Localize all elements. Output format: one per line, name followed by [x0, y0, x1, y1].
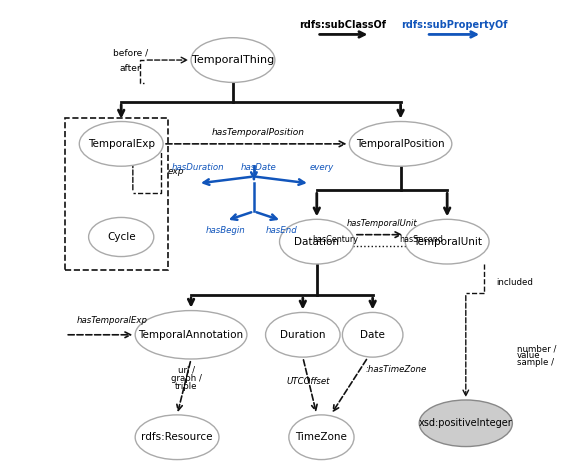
- Ellipse shape: [342, 312, 403, 357]
- Ellipse shape: [89, 218, 154, 256]
- Ellipse shape: [135, 415, 219, 460]
- Text: rdfs:subPropertyOf: rdfs:subPropertyOf: [401, 20, 507, 30]
- Text: hasTemporalUnit: hasTemporalUnit: [347, 219, 417, 228]
- Ellipse shape: [419, 400, 512, 447]
- Text: rdfs:subClassOf: rdfs:subClassOf: [299, 20, 386, 30]
- Text: TimeZone: TimeZone: [295, 432, 348, 442]
- Text: hasDuration: hasDuration: [172, 163, 224, 172]
- Text: Duration: Duration: [280, 330, 326, 340]
- Text: every: every: [309, 163, 333, 172]
- Ellipse shape: [279, 219, 354, 264]
- Ellipse shape: [191, 38, 275, 82]
- Text: xsd:positiveInteger: xsd:positiveInteger: [419, 418, 512, 428]
- Text: number /: number /: [517, 344, 556, 353]
- Text: hasTemporalExp: hasTemporalExp: [76, 316, 147, 325]
- Text: hasEnd: hasEnd: [266, 226, 298, 235]
- Text: graph /: graph /: [171, 374, 202, 383]
- Text: exp: exp: [168, 167, 184, 176]
- Ellipse shape: [265, 312, 340, 357]
- Text: sample /: sample /: [517, 358, 554, 367]
- Ellipse shape: [79, 121, 163, 166]
- Text: rdfs:Resource: rdfs:Resource: [141, 432, 213, 442]
- Text: TemporalExp: TemporalExp: [87, 139, 155, 149]
- Text: Date: Date: [360, 330, 385, 340]
- Text: before /: before /: [113, 48, 148, 57]
- Text: TemporalUnit: TemporalUnit: [413, 237, 482, 246]
- Text: triple: triple: [175, 382, 198, 391]
- Text: TemporalAnnotation: TemporalAnnotation: [139, 330, 244, 340]
- Text: value: value: [517, 351, 541, 360]
- Text: after: after: [120, 64, 141, 73]
- Text: TemporalPosition: TemporalPosition: [356, 139, 445, 149]
- Ellipse shape: [349, 121, 452, 166]
- Ellipse shape: [135, 310, 247, 359]
- Ellipse shape: [289, 415, 354, 460]
- Text: hasTemporalPosition: hasTemporalPosition: [212, 128, 305, 137]
- Text: Cycle: Cycle: [107, 232, 136, 242]
- Text: hasSecond: hasSecond: [400, 235, 444, 244]
- Text: url /: url /: [178, 365, 195, 374]
- Text: hasBegin: hasBegin: [206, 226, 246, 235]
- Text: TemporalThing: TemporalThing: [192, 55, 274, 65]
- Text: :hasTimeZone: :hasTimeZone: [366, 365, 427, 374]
- Ellipse shape: [405, 219, 489, 264]
- Text: hasDate: hasDate: [241, 163, 276, 172]
- Text: Datation: Datation: [294, 237, 339, 246]
- Text: UTCOffset: UTCOffset: [286, 377, 330, 386]
- Text: hasCentury: hasCentury: [312, 235, 359, 244]
- Text: included: included: [496, 278, 533, 287]
